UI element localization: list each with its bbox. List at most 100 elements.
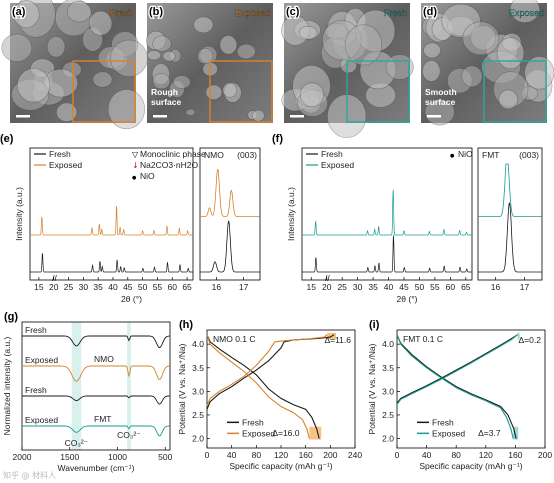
y-tick-label: 2.5 bbox=[382, 410, 394, 420]
y-tick-label: 4.0 bbox=[382, 339, 394, 349]
sem-particle bbox=[152, 73, 171, 90]
x-tick-label: 65 bbox=[461, 282, 471, 292]
delta-band bbox=[517, 332, 520, 340]
x-tick-label: 30 bbox=[79, 282, 89, 292]
x-tick-label: 45 bbox=[123, 282, 133, 292]
sem-particle bbox=[205, 84, 223, 100]
panel-label: (i) bbox=[369, 319, 380, 331]
panel-label: (b) bbox=[149, 6, 163, 18]
x-tick-label: 200 bbox=[323, 450, 337, 460]
y-tick-label: 3.0 bbox=[192, 386, 204, 396]
gcd-panel-h: (h) 0 40 80 120 160 200 240 2.0 2.5 3.0 3.5 4.0 Speci… bbox=[177, 319, 362, 471]
series-line-fresh-discharge bbox=[206, 334, 320, 439]
inset-title: NMO bbox=[204, 150, 224, 160]
scale-bar bbox=[290, 115, 304, 118]
phase-legend-entry: Na2CO3·nH2O bbox=[140, 160, 198, 170]
x-tick-label: 45 bbox=[399, 282, 409, 292]
sem-caption: Rough bbox=[151, 87, 178, 97]
sem-particle bbox=[148, 8, 160, 17]
sem-particle bbox=[185, 108, 196, 116]
x-tick-label: 25 bbox=[337, 282, 347, 292]
x-tick-label: 80 bbox=[451, 450, 461, 460]
phase-legend-entry: Monoclinic phase bbox=[140, 149, 206, 159]
x-tick-label: 500 bbox=[158, 452, 172, 462]
axis-break: // bbox=[52, 274, 57, 283]
sem-panel-2: (c) Fresh bbox=[281, 3, 414, 138]
x-tick-label: 20 bbox=[322, 282, 332, 292]
sem-tag: Fresh bbox=[110, 8, 133, 18]
sem-particle bbox=[222, 82, 238, 98]
zoom-box bbox=[483, 60, 547, 123]
sem-particle bbox=[423, 42, 441, 59]
sem-panel-0: (a) Fresh bbox=[1, 0, 148, 130]
x-tick-label: 80 bbox=[252, 450, 262, 460]
x-tick-label: 40 bbox=[108, 282, 118, 292]
series-line-exposed bbox=[22, 365, 170, 382]
watermark: 知乎 @ 材料人 bbox=[3, 470, 56, 480]
y-tick-label: 4.0 bbox=[192, 339, 204, 349]
sem-particle bbox=[344, 24, 383, 66]
y-axis-label: Potential (V vs. Na⁺/Na) bbox=[177, 343, 187, 434]
series-line-fresh bbox=[302, 235, 472, 273]
group-label: FMT bbox=[94, 414, 111, 424]
sem-particle bbox=[107, 89, 146, 130]
x-tick-label: 2000 bbox=[13, 452, 32, 462]
series-line-exposed bbox=[30, 206, 193, 236]
legend-entry: Exposed bbox=[242, 428, 275, 438]
sem-particle bbox=[461, 65, 483, 88]
x-tick-label: 40 bbox=[384, 282, 394, 292]
x-tick-label: 1000 bbox=[108, 452, 127, 462]
series-line-exposed-discharge bbox=[206, 334, 310, 439]
annotation: Δ=0.2 bbox=[519, 335, 542, 345]
band-highlight bbox=[127, 322, 131, 450]
inset-series-fresh bbox=[478, 201, 542, 273]
annotation: CO₃²⁻ bbox=[117, 430, 141, 440]
x-tick-label: 55 bbox=[153, 282, 163, 292]
sem-tag: Exposed bbox=[235, 8, 270, 18]
inset-x-tick-label: 16 bbox=[491, 282, 501, 292]
series-line-fresh bbox=[22, 335, 170, 349]
series-line-exposed-charge bbox=[206, 334, 328, 406]
x-tick-label: 120 bbox=[274, 450, 288, 460]
y-tick-label: 2.0 bbox=[382, 434, 394, 444]
inset-title: FMT bbox=[482, 150, 499, 160]
x-tick-label: 160 bbox=[508, 450, 522, 460]
x-tick-label: 55 bbox=[430, 282, 440, 292]
sem-particle bbox=[172, 75, 191, 89]
sem-particle bbox=[89, 10, 113, 36]
y-axis-label: Potential (V vs. Na⁺/Na) bbox=[367, 343, 377, 434]
legend-entry: Fresh bbox=[242, 417, 264, 427]
annotation: Δ=3.7 bbox=[478, 428, 501, 438]
series-line-fresh-discharge bbox=[396, 334, 517, 439]
zoom-box bbox=[72, 60, 136, 123]
sem-particle bbox=[13, 0, 40, 28]
legend-entry: Exposed bbox=[49, 160, 82, 170]
y-tick-label: 2.0 bbox=[192, 434, 204, 444]
sem-particle bbox=[46, 36, 66, 58]
x-tick-label: 40 bbox=[422, 450, 432, 460]
sem-particle bbox=[67, 0, 92, 23]
sem-particle bbox=[152, 35, 172, 52]
sem-particle bbox=[496, 37, 525, 70]
y-axis-label: Intensity (a.u.) bbox=[14, 187, 24, 241]
y-tick-label: 2.5 bbox=[192, 410, 204, 420]
series-line-fresh bbox=[22, 395, 170, 405]
sem-particle bbox=[422, 60, 441, 82]
x-tick-label: 60 bbox=[168, 282, 178, 292]
phase-symbol: ● bbox=[132, 175, 137, 181]
sem-particle bbox=[197, 48, 214, 65]
zoom-box bbox=[209, 60, 273, 123]
panel-label: (g) bbox=[4, 311, 18, 323]
x-tick-label: 35 bbox=[93, 282, 103, 292]
inset-x-tick-label: 17 bbox=[520, 282, 530, 292]
series-line-fresh bbox=[30, 253, 193, 273]
legend-entry: Fresh bbox=[321, 149, 343, 159]
phase-symbol: ↓ bbox=[132, 161, 139, 170]
series-label: Exposed bbox=[25, 355, 58, 365]
chart-title: NMO 0.1 C bbox=[213, 334, 256, 344]
sem-particle bbox=[92, 71, 113, 88]
phase-symbol: ● bbox=[450, 153, 455, 159]
panel-label: (c) bbox=[286, 6, 300, 18]
